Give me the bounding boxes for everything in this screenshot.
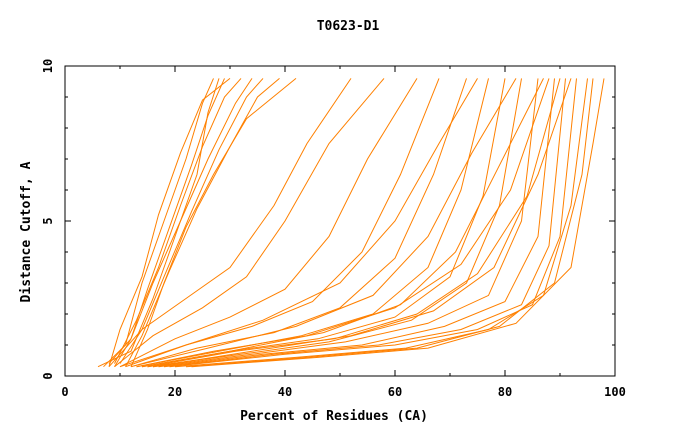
x-tick-label: 60 <box>388 385 402 399</box>
y-tick-label: 10 <box>41 59 55 73</box>
series-line-3 <box>108 78 225 364</box>
series-line-11 <box>114 78 385 368</box>
series-line-22 <box>174 78 588 368</box>
axis-layer: 0 20 40 60 80 100 0 5 10 <box>41 59 626 399</box>
series-line-12 <box>119 78 418 368</box>
series-line-26 <box>130 78 517 368</box>
y-tick-label: 5 <box>41 217 55 224</box>
series-line-24 <box>191 78 605 368</box>
series-line-2 <box>103 78 214 368</box>
series-line-20 <box>163 78 566 368</box>
series-layer <box>97 78 605 368</box>
series-line-9 <box>130 78 297 367</box>
series-line-18 <box>152 78 539 368</box>
series-line-5 <box>114 78 242 364</box>
series-line-23 <box>185 78 594 368</box>
series-line-6 <box>114 78 253 367</box>
series-line-4 <box>108 78 231 367</box>
y-tick-label: 0 <box>41 372 55 379</box>
series-line-21 <box>169 78 577 368</box>
series-line-17 <box>147 78 522 368</box>
x-tick-label: 20 <box>168 385 182 399</box>
series-line-15 <box>136 78 489 368</box>
series-line-28 <box>152 78 572 368</box>
chart-title: T0623-D1 <box>317 19 380 34</box>
y-axis-label: Distance Cutoff, A <box>19 161 34 302</box>
series-line-29 <box>136 78 550 368</box>
x-tick-label: 100 <box>604 385 626 399</box>
series-line-25 <box>119 78 478 368</box>
x-tick-label: 40 <box>278 385 292 399</box>
x-tick-label: 80 <box>498 385 512 399</box>
series-line-14 <box>130 78 467 368</box>
series-line-10 <box>108 78 352 368</box>
x-tick-label: 0 <box>61 385 68 399</box>
x-axis-label: Percent of Residues (CA) <box>240 409 428 424</box>
series-line-30 <box>147 78 561 368</box>
series-line-1 <box>97 78 220 368</box>
series-line-19 <box>158 78 555 368</box>
series-line-8 <box>125 78 280 367</box>
